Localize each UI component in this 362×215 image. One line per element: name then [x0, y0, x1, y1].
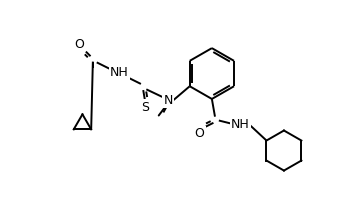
Text: N: N: [163, 94, 173, 107]
Text: NH: NH: [110, 66, 129, 79]
Text: O: O: [194, 127, 205, 140]
Text: NH: NH: [231, 118, 250, 131]
Text: O: O: [74, 38, 84, 51]
Text: S: S: [141, 101, 149, 114]
